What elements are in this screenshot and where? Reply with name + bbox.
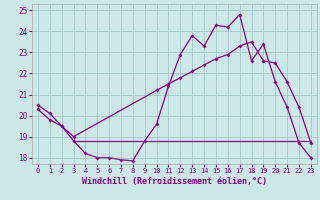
X-axis label: Windchill (Refroidissement éolien,°C): Windchill (Refroidissement éolien,°C) (82, 177, 267, 186)
